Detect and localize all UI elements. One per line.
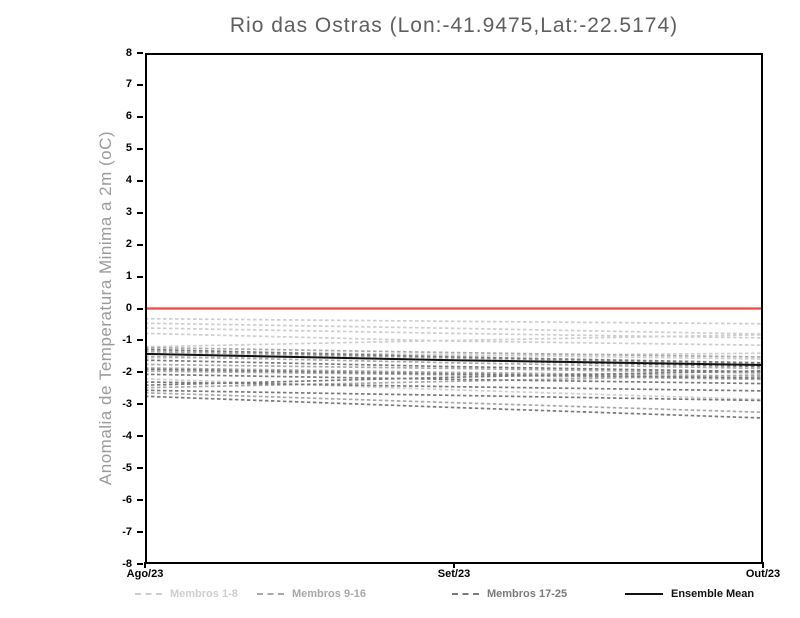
y-tick-label: 3 [125, 206, 132, 219]
membro-16-line [145, 391, 763, 414]
x-tick-mark [144, 562, 146, 568]
y-tick-label: 2 [125, 238, 132, 251]
membro-7-line [145, 352, 763, 359]
membro-2-line [145, 322, 763, 335]
y-tick-mark [137, 563, 143, 565]
y-tick-label: 1 [125, 270, 132, 283]
membro-11-line [145, 355, 763, 370]
plot-frame [145, 53, 763, 564]
legend-item-membros-1-8: Membros 1-8 [135, 587, 238, 601]
membro-22-line [145, 381, 763, 392]
y-tick-mark [137, 243, 143, 246]
y-tick-label: -3 [122, 397, 132, 410]
y-tick-label: -1 [122, 333, 132, 346]
plot-area [145, 53, 763, 564]
y-tick-label: 0 [125, 302, 132, 314]
y-tick-label: -8 [122, 557, 132, 570]
chart-title: Rio das Ostras (Lon:-41.9475,Lat:-22.517… [229, 14, 679, 37]
membro-23-line [145, 389, 763, 402]
membro-17-line [145, 348, 763, 364]
legend-label: Membros 1-8 [170, 588, 238, 600]
legend-item-ensemble-mean: Ensemble Mean [625, 587, 754, 601]
membro-20-line [145, 368, 763, 379]
y-tick-label: -2 [122, 365, 132, 378]
y-tick-label: 7 [125, 78, 132, 91]
y-tick-label: 6 [125, 110, 132, 123]
y-tick-label: -4 [122, 429, 132, 442]
y-tick-mark [137, 115, 143, 118]
y-tick-mark [137, 403, 143, 406]
x-tick-mark [453, 562, 455, 568]
y-tick-mark [137, 147, 143, 150]
y-tick-mark [137, 211, 143, 214]
y-tick-mark [137, 339, 143, 342]
y-tick-label: -7 [122, 525, 132, 538]
legend-swatch [625, 593, 663, 595]
y-tick-mark [137, 531, 143, 534]
y-tick-mark [137, 83, 143, 86]
legend-label: Ensemble Mean [671, 588, 755, 600]
membro-10-line [145, 350, 763, 365]
membro-21-line [145, 373, 763, 385]
y-tick-label: -5 [122, 461, 132, 474]
y-tick-mark [137, 179, 143, 182]
y-tick-mark [137, 52, 143, 54]
legend-swatch [257, 593, 284, 595]
membro-25-line [145, 369, 763, 387]
legend-label: Membros 9-16 [292, 588, 366, 600]
y-tick-mark [137, 499, 143, 502]
membro-24-line [145, 395, 763, 419]
x-tick-label: Ago/23 [126, 568, 164, 580]
membro-12-line [145, 363, 763, 374]
legend-label: Membros 17-25 [487, 588, 568, 600]
legend-swatch [135, 593, 162, 595]
legend-swatch [452, 593, 479, 595]
series-svg [145, 307, 763, 419]
membro-3-line [145, 327, 763, 339]
membro-15-line [145, 374, 763, 389]
y-tick-mark [137, 467, 143, 470]
y-tick-mark [137, 307, 143, 310]
x-tick-mark [762, 562, 764, 568]
membro-9-line [145, 346, 763, 358]
membro-1-line [145, 317, 763, 325]
membro-19-line [145, 359, 763, 373]
y-tick-mark [137, 275, 143, 278]
y-tick-mark [137, 435, 143, 438]
legend-item-membros-17-25: Membros 17-25 [452, 587, 567, 601]
membro-14-line [145, 370, 763, 381]
y-tick-label: -6 [122, 493, 132, 506]
membro-13-line [145, 367, 763, 378]
legend-item-membros-9-16: Membros 9-16 [257, 587, 366, 601]
y-tick-label: 8 [125, 46, 132, 59]
x-tick-label: Out/23 [745, 568, 781, 580]
ensemble-mean-line [145, 352, 763, 366]
membro-5-line [145, 333, 763, 348]
y-tick-mark [137, 371, 143, 374]
legend: Membros 1-8 Membros 9-16 Membros 17-25 Ense… [0, 587, 800, 601]
y-tick-label: 4 [125, 174, 132, 187]
x-tick-label: Set/23 [437, 568, 471, 580]
y-tick-label: 5 [125, 142, 132, 155]
